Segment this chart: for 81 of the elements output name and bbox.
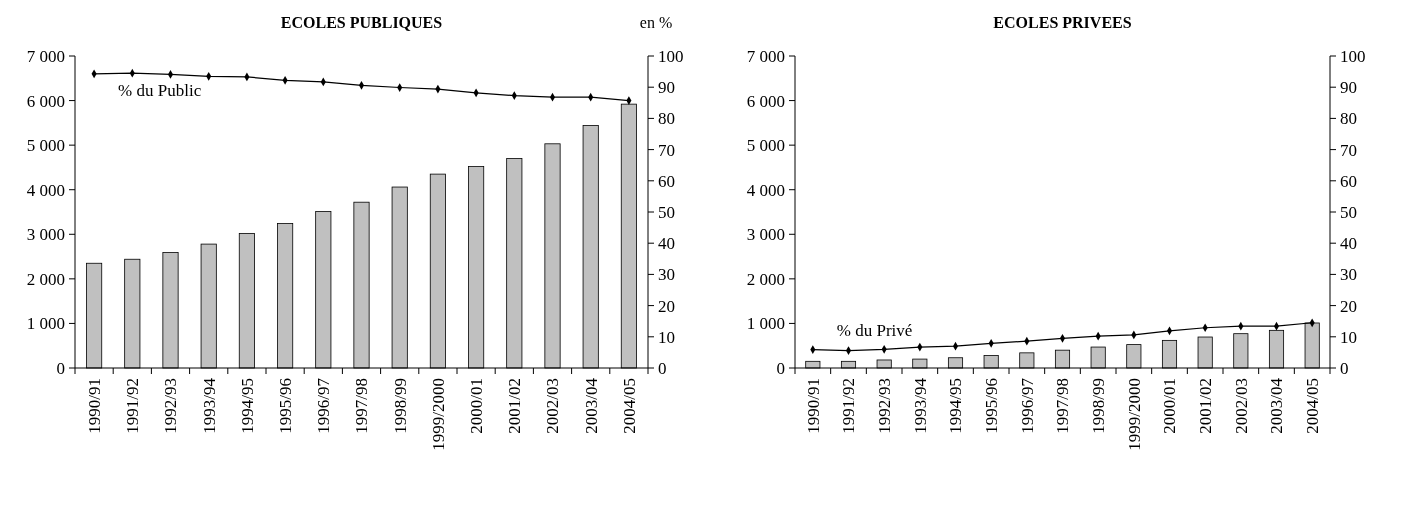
x-tick-label: 1991/92 <box>839 378 859 434</box>
y2-axis-title: en % <box>639 14 673 31</box>
x-tick-label: 1990/91 <box>803 378 823 434</box>
point <box>845 346 852 355</box>
y2-tick-label: 80 <box>658 109 675 129</box>
x-tick-label: 1992/93 <box>161 378 181 434</box>
y-tick-label: 3 000 <box>26 225 65 245</box>
x-tick-label: 1995/96 <box>276 378 296 434</box>
x-tick-label: 1998/99 <box>1089 378 1109 434</box>
y-tick-label: 4 000 <box>746 180 785 200</box>
x-tick-label: 2001/02 <box>505 378 525 434</box>
x-tick-label: 2000/01 <box>467 378 487 434</box>
x-tick-label: 2004/05 <box>619 378 639 434</box>
x-tick-label: 2000/01 <box>1160 378 1180 434</box>
y2-tick-label: 40 <box>1340 234 1357 254</box>
y2-tick-label: 50 <box>658 202 675 222</box>
y2-tick-label: 40 <box>658 234 675 254</box>
y-tick-label: 1 000 <box>26 314 65 334</box>
y2-tick-label: 60 <box>1340 171 1357 191</box>
x-tick-label: 2002/03 <box>1231 378 1251 434</box>
x-tick-label: 1999/2000 <box>428 378 448 451</box>
point <box>549 92 556 102</box>
y-tick-label: 2 000 <box>746 269 785 289</box>
x-tick-label: 1991/92 <box>123 378 143 434</box>
x-tick-label: 1997/98 <box>352 378 372 434</box>
y2-tick-label: 50 <box>1340 202 1357 222</box>
point <box>1166 326 1173 336</box>
x-tick-label: 1994/95 <box>237 378 257 434</box>
chart-title: ECOLES PUBLIQUES <box>280 14 443 31</box>
chart-title: ECOLES PRIVEES <box>993 14 1132 31</box>
point <box>167 70 174 79</box>
series-label: % du Privé <box>836 320 913 340</box>
y2-tick-label: 100 <box>658 46 684 66</box>
series-label: % du Public <box>118 80 202 100</box>
y-tick-label: 6 000 <box>746 91 785 111</box>
x-tick-label: 2003/04 <box>1267 377 1287 434</box>
y-tick-label: 1 000 <box>746 314 785 334</box>
y-tick-label: 4 000 <box>26 180 65 200</box>
y-tick-label: 2 000 <box>26 269 65 289</box>
x-tick-label: 1996/97 <box>1017 377 1037 434</box>
y2-tick-label: 20 <box>658 296 675 316</box>
x-tick-label: 1999/2000 <box>1124 378 1144 451</box>
y2-tick-label: 30 <box>1340 265 1357 285</box>
x-tick-label: 2004/05 <box>1303 378 1323 434</box>
y2-tick-label: 90 <box>1340 78 1357 98</box>
x-tick-label: 1996/97 <box>314 377 334 434</box>
x-tick-label: 1992/93 <box>875 378 895 434</box>
y2-tick-label: 0 <box>658 358 667 378</box>
y2-tick-label: 60 <box>658 171 675 191</box>
x-tick-label: 1997/98 <box>1053 378 1073 434</box>
point <box>1059 333 1066 343</box>
y2-tick-label: 30 <box>658 265 675 285</box>
y-tick-label: 3 000 <box>746 225 785 245</box>
y-tick-label: 5 000 <box>26 136 65 156</box>
y2-tick-label: 20 <box>1340 296 1357 316</box>
x-tick-label: 1994/95 <box>946 378 966 434</box>
x-tick-label: 1995/96 <box>982 378 1002 434</box>
point <box>1273 321 1280 331</box>
x-tick-label: 2002/03 <box>543 378 563 434</box>
point <box>358 80 365 90</box>
y2-tick-label: 70 <box>1340 140 1357 160</box>
y-tick-label: 5 000 <box>746 136 785 156</box>
y2-tick-label: 0 <box>1340 358 1349 378</box>
y-tick-label: 0 <box>776 358 785 378</box>
x-tick-label: 2001/02 <box>1196 378 1216 434</box>
point <box>952 341 959 351</box>
x-tick-label: 1993/94 <box>910 377 930 434</box>
x-tick-label: 1990/91 <box>85 378 105 434</box>
y-tick-label: 7 000 <box>746 46 785 66</box>
y2-tick-label: 100 <box>1340 46 1366 66</box>
y2-tick-label: 10 <box>1340 327 1357 347</box>
y2-tick-label: 90 <box>658 78 675 98</box>
y2-tick-label: 80 <box>1340 109 1357 129</box>
y-tick-label: 0 <box>56 358 65 378</box>
y-tick-label: 6 000 <box>26 91 65 111</box>
y2-tick-label: 10 <box>658 327 675 347</box>
y-tick-label: 7 000 <box>26 46 65 66</box>
y2-tick-label: 70 <box>658 140 675 160</box>
x-tick-label: 1993/94 <box>199 377 219 434</box>
x-tick-label: 1998/99 <box>390 378 410 434</box>
x-tick-label: 2003/04 <box>581 377 601 434</box>
